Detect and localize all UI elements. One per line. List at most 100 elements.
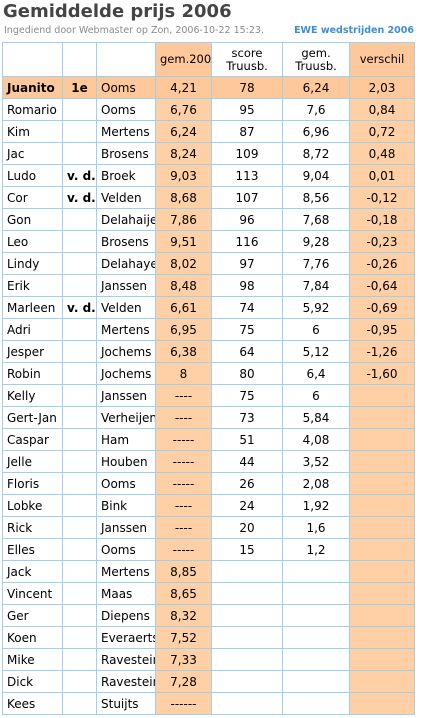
- table-row: Vincent Maas 8,65: [2, 582, 415, 605]
- first-name-cell: Floris: [2, 472, 63, 495]
- prefix-cell: [62, 318, 97, 341]
- last-name-cell: Houben: [96, 450, 156, 473]
- score-truusb-cell: 51: [211, 428, 283, 451]
- first-name-cell: Erik: [2, 274, 63, 297]
- table-row: Leo Brosens 9,51 116 9,28 -0,23: [2, 230, 415, 253]
- last-name-cell: Diepens: [96, 604, 156, 627]
- gem-truusb-cell: 6,24: [282, 76, 350, 99]
- prefix-cell: [62, 604, 97, 627]
- last-name-cell: Maas: [96, 582, 156, 605]
- table-header-row: gem.2006 score Truusb. gem. Truusb. vers…: [2, 42, 415, 77]
- gem-truusb-cell: 6,96: [282, 120, 350, 143]
- verschil-cell: -0,12: [349, 186, 415, 209]
- last-name-cell: Jochems: [96, 362, 156, 385]
- gem-truusb-cell: 7,6: [282, 98, 350, 121]
- score-truusb-cell: 20: [211, 516, 283, 539]
- last-name-cell: Mertens: [96, 318, 156, 341]
- first-name-cell: Kelly: [2, 384, 63, 407]
- table-row: Lindy Delahaye 8,02 97 7,76 -0,26: [2, 252, 415, 275]
- gem-2006-cell: ------: [155, 692, 212, 715]
- verschil-cell: -0,69: [349, 296, 415, 319]
- gem-2006-cell: 6,95: [155, 318, 212, 341]
- verschil-cell: [349, 648, 415, 671]
- verschil-cell: 0,84: [349, 98, 415, 121]
- first-name-cell: Lindy: [2, 252, 63, 275]
- prefix-cell: 1e: [62, 76, 97, 99]
- prefix-cell: [62, 340, 97, 363]
- last-name-cell: Brosens: [96, 142, 156, 165]
- verschil-cell: [349, 582, 415, 605]
- verschil-cell: -0,23: [349, 230, 415, 253]
- gem-truusb-cell: [282, 648, 350, 671]
- table-row: Erik Janssen 8,48 98 7,84 -0,64: [2, 274, 415, 297]
- first-name-cell: Kim: [2, 120, 63, 143]
- first-name-cell: Caspar: [2, 428, 63, 451]
- score-truusb-cell: 80: [211, 362, 283, 385]
- table-row: Juanito 1e Ooms 4,21 78 6,24 2,03: [2, 76, 415, 99]
- first-name-cell: Jac: [2, 142, 63, 165]
- gem-2006-cell: -----: [155, 428, 212, 451]
- first-name-cell: Elles: [2, 538, 63, 561]
- last-name-cell: Velden: [96, 296, 156, 319]
- gem-2006-cell: -----: [155, 538, 212, 561]
- gem-truusb-cell: 6: [282, 384, 350, 407]
- verschil-cell: [349, 560, 415, 583]
- gem-2006-cell: 4,21: [155, 76, 212, 99]
- prefix-cell: v. d.: [62, 186, 97, 209]
- prefix-cell: [62, 98, 97, 121]
- prefix-cell: [62, 472, 97, 495]
- score-truusb-cell: 95: [211, 98, 283, 121]
- header-score-truusb: score Truusb.: [211, 42, 283, 77]
- gem-truusb-cell: 9,28: [282, 230, 350, 253]
- last-name-cell: Bink: [96, 494, 156, 517]
- prefix-cell: v. d.: [62, 296, 97, 319]
- page-title: Gemiddelde prijs 2006: [3, 1, 232, 22]
- last-name-cell: Ooms: [96, 76, 156, 99]
- gem-2006-cell: 6,61: [155, 296, 212, 319]
- first-name-cell: Romario: [2, 98, 63, 121]
- prefix-cell: [62, 428, 97, 451]
- gem-2006-cell: 7,33: [155, 648, 212, 671]
- table-row: Ludo v. d. Broek 9,03 113 9,04 0,01: [2, 164, 415, 187]
- table-row: Jac Brosens 8,24 109 8,72 0,48: [2, 142, 415, 165]
- score-truusb-cell: [211, 670, 283, 693]
- last-name-cell: Verheijen: [96, 406, 156, 429]
- last-name-cell: Janssen: [96, 384, 156, 407]
- gem-truusb-cell: [282, 670, 350, 693]
- table-row: Gon Delahaije 7,86 96 7,68 -0,18: [2, 208, 415, 231]
- results-table: gem.2006 score Truusb. gem. Truusb. vers…: [2, 42, 415, 715]
- last-name-cell: Jochems: [96, 340, 156, 363]
- page-header: Gemiddelde prijs 2006 Ingediend door Web…: [0, 0, 422, 42]
- gem-truusb-cell: 5,84: [282, 406, 350, 429]
- table-row: Floris Ooms ----- 26 2,08: [2, 472, 415, 495]
- verschil-cell: [349, 604, 415, 627]
- gem-2006-cell: 8,32: [155, 604, 212, 627]
- first-name-cell: Robin: [2, 362, 63, 385]
- gem-2006-cell: ----: [155, 516, 212, 539]
- table-row: Cor v. d. Velden 8,68 107 8,56 -0,12: [2, 186, 415, 209]
- last-name-cell: Everaerts: [96, 626, 156, 649]
- gem-truusb-cell: [282, 692, 350, 715]
- last-name-cell: Ravestein: [96, 670, 156, 693]
- prefix-cell: [62, 648, 97, 671]
- prefix-cell: [62, 494, 97, 517]
- ewe-wedstrijden-link[interactable]: EWE wedstrijden 2006: [294, 25, 414, 36]
- score-truusb-cell: 26: [211, 472, 283, 495]
- score-truusb-cell: [211, 560, 283, 583]
- first-name-cell: Gon: [2, 208, 63, 231]
- score-truusb-cell: 97: [211, 252, 283, 275]
- table-row: Ger Diepens 8,32: [2, 604, 415, 627]
- first-name-cell: Jelle: [2, 450, 63, 473]
- score-truusb-cell: 98: [211, 274, 283, 297]
- verschil-cell: [349, 670, 415, 693]
- score-truusb-cell: 96: [211, 208, 283, 231]
- header-prefix: [62, 42, 97, 77]
- gem-truusb-cell: 8,72: [282, 142, 350, 165]
- gem-2006-cell: 8,02: [155, 252, 212, 275]
- last-name-cell: Ooms: [96, 538, 156, 561]
- verschil-cell: -1,26: [349, 340, 415, 363]
- header-gem-truusb: gem. Truusb.: [282, 42, 350, 77]
- first-name-cell: Jesper: [2, 340, 63, 363]
- prefix-cell: [62, 384, 97, 407]
- first-name-cell: Marleen: [2, 296, 63, 319]
